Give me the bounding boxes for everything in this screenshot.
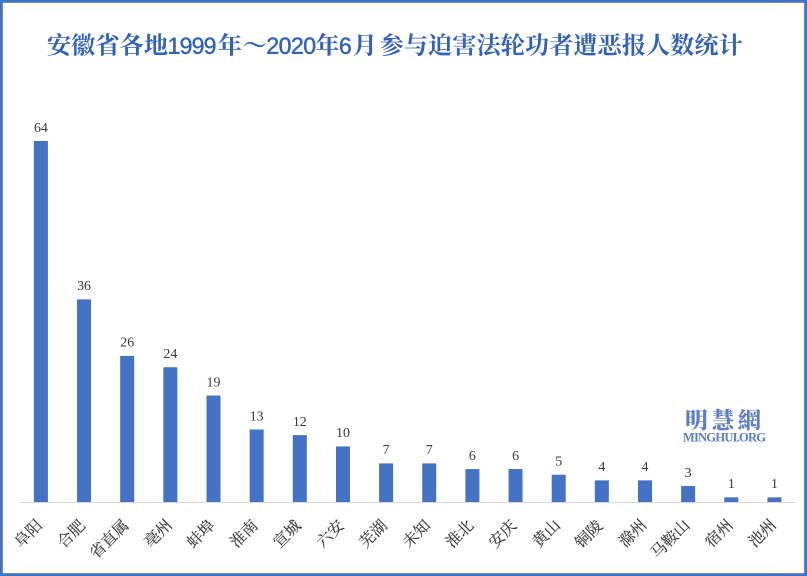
svg-text:12: 12 — [293, 415, 307, 430]
svg-text:26: 26 — [120, 336, 134, 351]
svg-text:7: 7 — [426, 443, 433, 458]
svg-text:7: 7 — [383, 443, 390, 458]
svg-text:5: 5 — [555, 455, 562, 470]
svg-text:4: 4 — [598, 460, 605, 475]
svg-text:MINGHUI.ORG: MINGHUI.ORG — [683, 431, 766, 445]
svg-text:1: 1 — [728, 477, 735, 492]
svg-text:6: 6 — [512, 449, 519, 464]
svg-text:1: 1 — [771, 477, 778, 492]
svg-text:13: 13 — [250, 409, 264, 424]
svg-text:4: 4 — [642, 460, 649, 475]
svg-text:10: 10 — [336, 426, 350, 441]
svg-text:36: 36 — [77, 279, 91, 294]
svg-text:6: 6 — [469, 449, 476, 464]
svg-text:19: 19 — [207, 375, 221, 390]
svg-text:24: 24 — [163, 347, 177, 362]
svg-text:64: 64 — [34, 121, 48, 136]
svg-text:3: 3 — [685, 466, 692, 481]
